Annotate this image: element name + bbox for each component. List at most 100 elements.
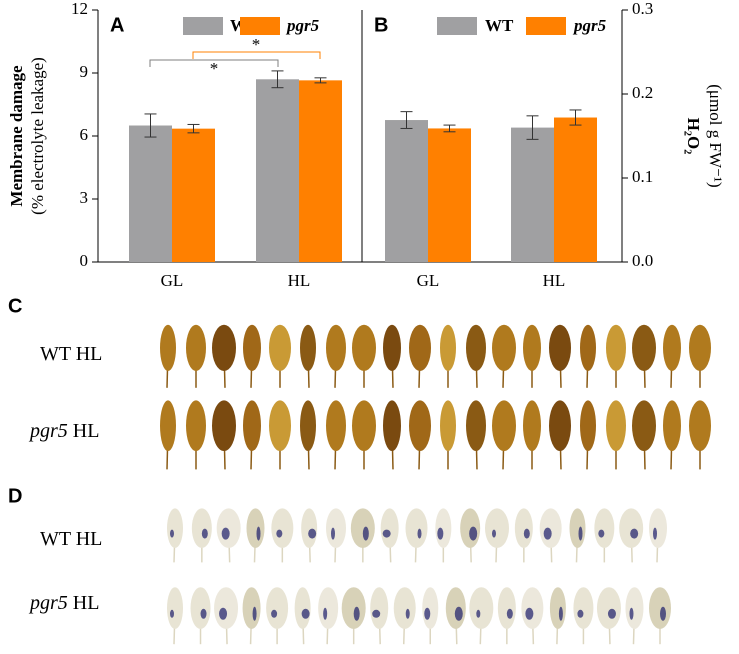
- significance-mark: *: [210, 59, 219, 78]
- leaf: [580, 324, 596, 388]
- leaf: [216, 508, 241, 563]
- leaf: [625, 587, 644, 645]
- leaf-blade: [393, 587, 416, 629]
- leaf-blade: [294, 587, 311, 629]
- leaf-spot: [271, 609, 278, 618]
- leaf-spot: [577, 609, 584, 618]
- leaf-blade: [440, 400, 456, 452]
- leaf-blade: [523, 400, 541, 452]
- leaf-spot: [629, 607, 634, 620]
- bar: [299, 80, 342, 262]
- genotype: WT: [40, 343, 71, 365]
- leaf-spot: [301, 608, 310, 619]
- leaf-blade: [460, 508, 481, 548]
- bar: [428, 128, 471, 262]
- panel-label: B: [374, 14, 388, 36]
- leaf: [409, 400, 431, 470]
- leaf: [649, 587, 671, 645]
- y-axis-label: (% electrolyte leakage): [28, 57, 47, 215]
- significance-bracket: [192, 51, 321, 59]
- y-tick-label: 12: [71, 0, 88, 18]
- leaf-blade: [689, 324, 711, 371]
- leaf: [380, 508, 399, 563]
- leaf-blade: [266, 587, 289, 629]
- leaf-blade: [435, 508, 452, 548]
- leaf-blade: [380, 508, 399, 548]
- leaf: [689, 400, 711, 470]
- leaf-blade: [632, 324, 656, 371]
- leaf: [492, 324, 516, 388]
- leaf-blade: [326, 400, 346, 452]
- leaf-blade: [300, 324, 316, 371]
- leaf-blade: [619, 508, 644, 548]
- leaf-blade: [326, 324, 346, 371]
- leaf: [271, 508, 294, 563]
- leaf: [460, 508, 481, 563]
- leaf-blade: [440, 324, 456, 371]
- leaf-blade: [214, 587, 239, 629]
- leaf-blade: [405, 508, 428, 548]
- leaf: [326, 324, 346, 388]
- leaf-blade: [514, 508, 533, 548]
- leaf-blade: [191, 508, 212, 548]
- leaf-blade: [549, 400, 571, 452]
- legend-swatch: [437, 17, 477, 35]
- leaf: [186, 400, 206, 470]
- leaf-spot: [170, 529, 174, 538]
- condition: HL: [73, 420, 100, 442]
- leaf: [435, 508, 452, 563]
- y-tick-label: 0.2: [632, 83, 653, 102]
- leaf-blade: [632, 400, 656, 452]
- leaf-blade: [606, 400, 626, 452]
- leaf: [514, 508, 533, 563]
- leaf-blade: [326, 508, 346, 548]
- leaf-blade: [580, 400, 596, 452]
- leaf: [352, 400, 376, 470]
- leaf: [301, 508, 318, 563]
- row-label: pgr5 HL: [28, 420, 99, 442]
- leaf-blade: [160, 324, 176, 371]
- significance-mark: *: [252, 35, 261, 54]
- leaf-blade: [186, 400, 206, 452]
- error-bar: [569, 109, 582, 126]
- leaf-blade: [352, 324, 376, 371]
- leaf-blade: [370, 587, 389, 629]
- leaf-blade: [242, 587, 261, 629]
- leaf-spot: [219, 607, 228, 620]
- leaf: [619, 508, 644, 563]
- leaf: [393, 587, 416, 645]
- leaf-spot: [252, 606, 257, 621]
- leaf-spot: [578, 526, 583, 541]
- leaf-blade: [596, 587, 621, 629]
- leaf-blade: [212, 400, 236, 452]
- leaf: [523, 400, 541, 470]
- panel-label: C: [8, 295, 22, 317]
- x-tick-label: GL: [417, 271, 440, 290]
- leaf-spot: [201, 528, 208, 539]
- leaf-blade: [350, 508, 375, 548]
- leaf-blade: [271, 508, 294, 548]
- leaf: [569, 508, 586, 563]
- leaf-blade: [466, 324, 486, 371]
- leaf: [409, 324, 431, 388]
- x-tick-label: HL: [288, 271, 311, 290]
- leaf: [370, 587, 389, 645]
- leaf: [492, 400, 516, 470]
- leaf-blade: [485, 508, 509, 548]
- leaf: [632, 400, 656, 470]
- leaf-spot: [543, 527, 552, 540]
- x-tick-label: GL: [161, 271, 184, 290]
- leaf-spot: [469, 526, 478, 541]
- leaf: [466, 400, 486, 470]
- bar: [385, 120, 428, 262]
- legend-label: pgr5: [572, 16, 607, 35]
- y-tick-label: 0.1: [632, 167, 653, 186]
- leaf-blade: [663, 400, 681, 452]
- legend-swatch: [183, 17, 223, 35]
- leaf: [383, 324, 401, 388]
- leaf-blade: [569, 508, 586, 548]
- leaf-blade: [190, 587, 211, 629]
- leaf-spot: [506, 608, 513, 619]
- leaf-blade: [318, 587, 339, 629]
